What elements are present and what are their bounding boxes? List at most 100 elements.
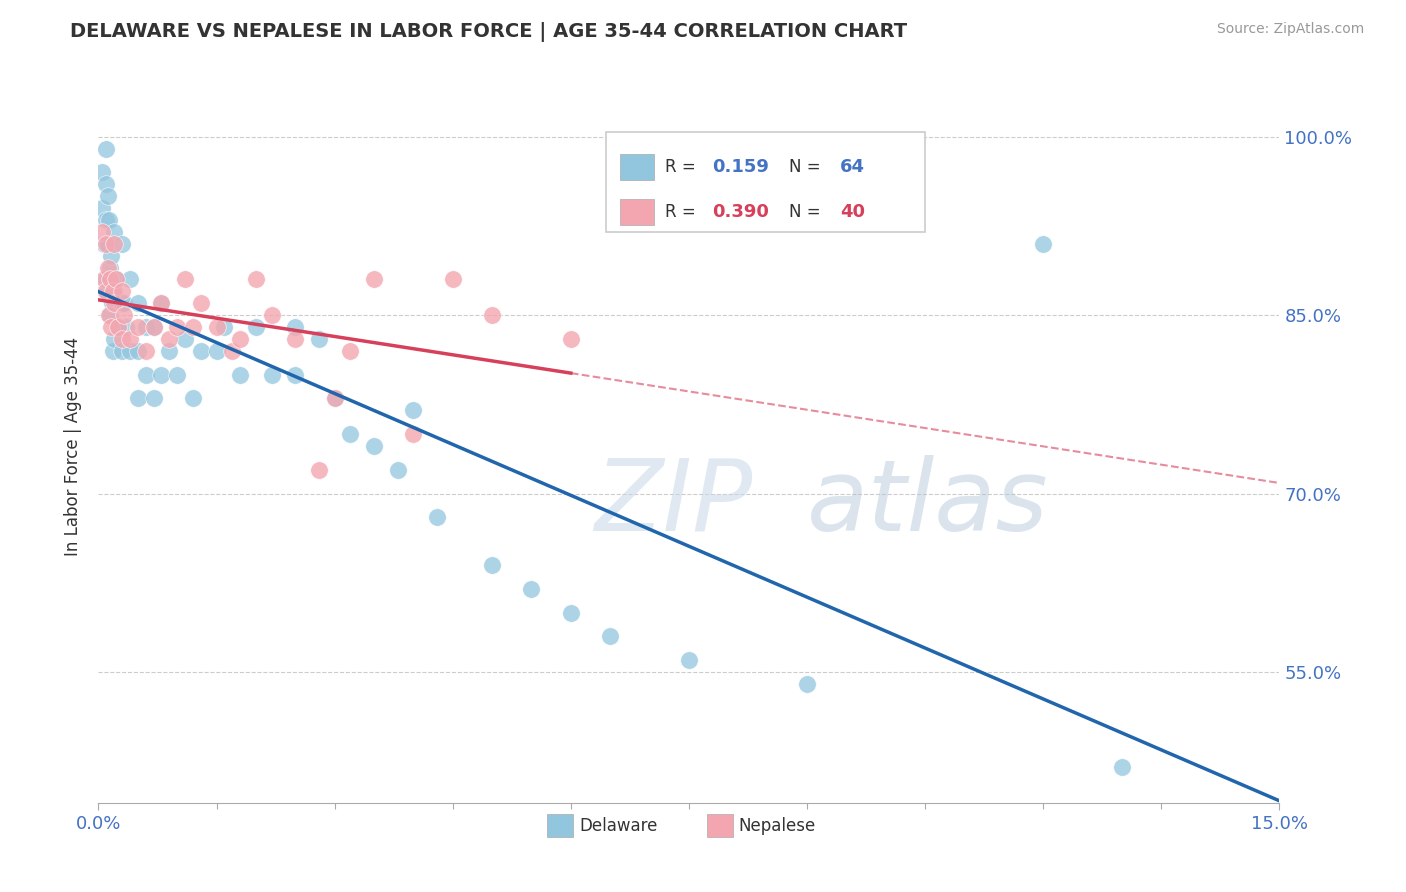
Point <box>111 285 134 299</box>
Point <box>103 236 125 251</box>
Point <box>363 439 385 453</box>
Point <box>91 201 114 215</box>
Point <box>599 629 621 643</box>
Point <box>93 285 115 299</box>
FancyBboxPatch shape <box>606 132 925 232</box>
Point <box>339 343 361 358</box>
Point <box>166 320 188 334</box>
Point <box>166 368 188 382</box>
Point <box>284 368 307 382</box>
Point <box>100 320 122 334</box>
Point <box>260 368 283 382</box>
Point <box>1032 236 1054 251</box>
Point <box>118 343 141 358</box>
FancyBboxPatch shape <box>547 814 574 837</box>
Text: 40: 40 <box>841 203 865 221</box>
Point <box>96 213 118 227</box>
FancyBboxPatch shape <box>620 154 654 180</box>
Point <box>190 296 212 310</box>
Point <box>103 225 125 239</box>
Point <box>127 296 149 310</box>
Point <box>135 343 157 358</box>
Point <box>284 332 307 346</box>
Point <box>214 320 236 334</box>
Point <box>104 272 127 286</box>
Point <box>520 582 543 596</box>
Text: 0.159: 0.159 <box>713 158 769 176</box>
Point <box>127 343 149 358</box>
Point <box>205 343 228 358</box>
Point <box>142 320 165 334</box>
Point <box>181 392 204 406</box>
Point <box>98 213 121 227</box>
Point <box>96 178 118 192</box>
Point <box>97 260 120 275</box>
Point <box>245 320 267 334</box>
Point <box>284 320 307 334</box>
Point <box>96 285 118 299</box>
Point <box>308 463 330 477</box>
Point <box>112 308 135 322</box>
Point <box>560 606 582 620</box>
Point <box>104 272 127 286</box>
Point <box>111 296 134 310</box>
Point <box>229 368 252 382</box>
Point <box>678 653 700 667</box>
Point <box>560 332 582 346</box>
Point <box>112 296 135 310</box>
Point <box>323 392 346 406</box>
Point <box>190 343 212 358</box>
FancyBboxPatch shape <box>620 199 654 225</box>
Point <box>157 332 180 346</box>
Point <box>100 249 122 263</box>
Point <box>96 272 118 286</box>
Point <box>142 320 165 334</box>
Point <box>387 463 409 477</box>
Point <box>339 427 361 442</box>
Text: R =: R = <box>665 158 702 176</box>
Point <box>98 272 121 286</box>
Point <box>98 260 121 275</box>
Point <box>481 308 503 322</box>
Point <box>260 308 283 322</box>
Point <box>481 558 503 572</box>
Y-axis label: In Labor Force | Age 35-44: In Labor Force | Age 35-44 <box>65 336 83 556</box>
Point <box>142 392 165 406</box>
Point <box>93 236 115 251</box>
Point <box>101 343 124 358</box>
Text: atlas: atlas <box>807 455 1049 551</box>
Text: DELAWARE VS NEPALESE IN LABOR FORCE | AGE 35-44 CORRELATION CHART: DELAWARE VS NEPALESE IN LABOR FORCE | AG… <box>70 22 907 42</box>
Point <box>107 320 129 334</box>
Point <box>796 677 818 691</box>
Point <box>135 320 157 334</box>
Point <box>111 343 134 358</box>
Text: N =: N = <box>789 203 827 221</box>
Point <box>426 510 449 524</box>
Point <box>205 320 228 334</box>
Point <box>150 296 173 310</box>
Text: N =: N = <box>789 158 827 176</box>
Point <box>174 272 197 286</box>
Point <box>135 368 157 382</box>
Point <box>127 392 149 406</box>
Point <box>157 343 180 358</box>
Point <box>221 343 243 358</box>
Text: Nepalese: Nepalese <box>738 817 815 835</box>
Point <box>1111 760 1133 774</box>
Point <box>127 320 149 334</box>
Point <box>98 308 121 322</box>
Point <box>118 332 141 346</box>
Point <box>96 142 118 156</box>
Text: ZIP: ZIP <box>595 455 752 551</box>
Point <box>107 320 129 334</box>
Text: 64: 64 <box>841 158 865 176</box>
Point <box>118 272 141 286</box>
Point <box>150 296 173 310</box>
Point <box>441 272 464 286</box>
Point <box>101 285 124 299</box>
Point <box>97 189 120 203</box>
Point <box>363 272 385 286</box>
Point <box>103 296 125 310</box>
Point <box>181 320 204 334</box>
Point <box>91 225 114 239</box>
